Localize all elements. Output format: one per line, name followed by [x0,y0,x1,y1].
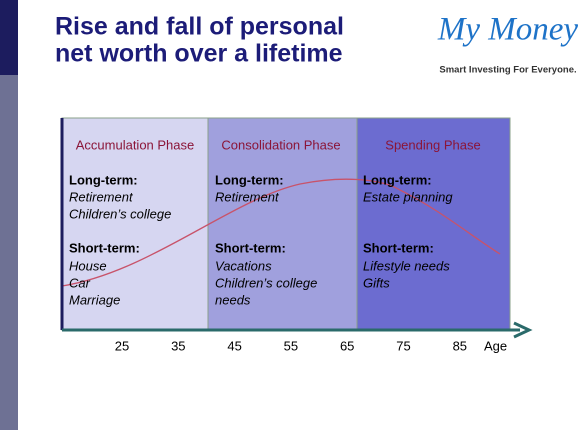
short-term-label: Short-term: [363,240,434,255]
tick-label: 25 [115,338,129,353]
long-term-label: Long-term: [363,172,432,187]
side-bar [0,75,18,430]
tick-label: 65 [340,338,354,353]
phase-panel [356,117,511,331]
logo-tagline: Smart Investing For Everyone. [439,65,576,76]
tick-label: 55 [284,338,298,353]
long-term-label: Long-term: [69,172,138,187]
long-term-label: Long-term: [215,172,284,187]
axis-label: Age [484,338,507,353]
phase-title: Consolidation Phase [221,137,340,152]
tick-label: 35 [171,338,185,353]
short-term-item: Vacations [215,258,272,273]
tick-label: 75 [396,338,410,353]
short-term-label: Short-term: [215,240,286,255]
short-term-item: needs [215,292,251,307]
axis-arrow [513,321,533,339]
phase-panel [61,117,209,331]
tick-label: 85 [453,338,467,353]
title-line: net worth over a lifetime [55,40,343,68]
short-term-item: Lifestyle needs [363,258,450,273]
net-worth-curve [61,178,501,287]
long-term-item: Retirement [69,189,134,204]
long-term-item: Retirement [215,189,280,204]
short-term-item: Car [69,275,91,290]
title-line: Rise and fall of personal [55,13,344,41]
short-term-item: Gifts [363,275,390,290]
phase-texts: Accumulation Phase Long-term: Retirement Ch… [69,137,481,307]
axis-ticks: 25 35 45 55 65 75 85 [115,338,467,353]
logo-name: My Money [437,12,579,48]
short-term-item: Marriage [69,292,120,307]
phase-title: Accumulation Phase [76,137,195,152]
short-term-item: Children’s college [215,275,317,290]
short-term-label: Short-term: [69,240,140,255]
tick-label: 45 [227,338,241,353]
side-bar-top [0,0,18,75]
phase-title: Spending Phase [385,137,480,152]
phase-panel [207,117,358,331]
long-term-item: Children’s college [69,206,171,221]
short-term-item: House [69,258,107,273]
long-term-item: Estate planning [363,189,453,204]
